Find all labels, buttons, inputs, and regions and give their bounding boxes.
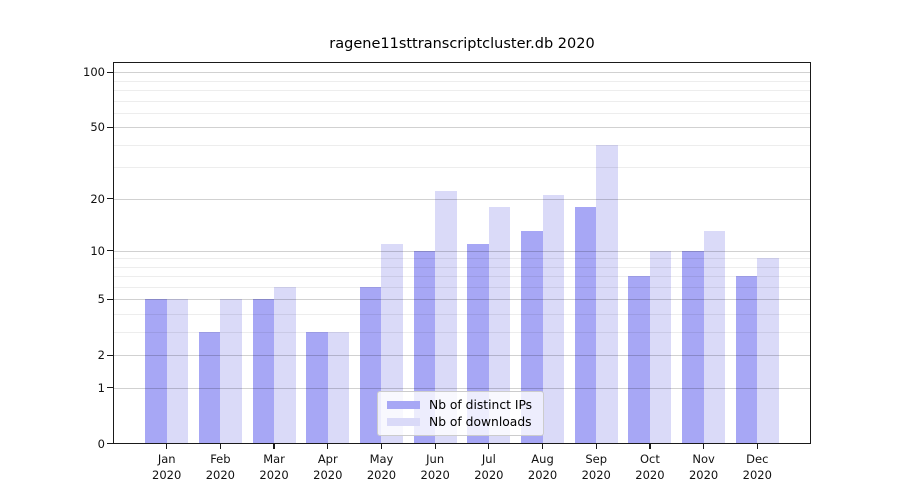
- y-tick-mark-20: [106, 198, 113, 200]
- x-tick-label-oct: Oct 2020: [635, 451, 665, 483]
- gridline-40: [114, 144, 810, 146]
- x-tick-mark-jan: [166, 443, 168, 449]
- legend-item-distinct-ips: Nb of distinct IPs: [387, 397, 534, 413]
- y-tick-label-2: 2: [97, 348, 105, 363]
- bar-distinct-ips-mar: [252, 299, 275, 444]
- gridline-6: [114, 286, 810, 288]
- bar-downloads-jun: [435, 191, 457, 444]
- x-tick-label-feb: Feb 2020: [205, 451, 236, 483]
- gridline-2: [114, 355, 810, 357]
- legend-label-downloads: Nb of downloads: [429, 415, 532, 429]
- bar-downloads-jul: [488, 206, 511, 444]
- x-tick-label-jun: Jun 2020: [420, 451, 450, 483]
- bar-downloads-feb: [220, 299, 242, 444]
- legend-label-distinct-ips: Nb of distinct IPs: [429, 398, 533, 412]
- gridline-90: [114, 80, 810, 82]
- legend-item-downloads: Nb of downloads: [387, 414, 534, 430]
- gridline-9: [114, 258, 810, 260]
- legend: Nb of distinct IPs Nb of downloads: [377, 391, 544, 436]
- legend-swatch-distinct-ips: [387, 401, 420, 409]
- y-tick-label-20: 20: [90, 191, 105, 206]
- y-tick-mark-100: [106, 71, 113, 73]
- x-tick-mark-feb: [219, 443, 221, 449]
- gridline-7: [114, 276, 810, 278]
- gridline-20: [114, 198, 810, 200]
- gridline-1: [114, 387, 810, 389]
- x-tick-mark-aug: [541, 443, 544, 449]
- y-tick-label-5: 5: [97, 292, 105, 307]
- y-tick-mark-2: [106, 354, 113, 356]
- gridline-10: [114, 250, 810, 252]
- x-tick-label-jan: Jan 2020: [152, 451, 182, 483]
- x-tick-mark-dec: [756, 443, 758, 449]
- gridline-50: [114, 127, 810, 129]
- bar-distinct-ips-feb: [198, 331, 221, 444]
- gridline-4: [114, 314, 810, 316]
- gridline-5: [114, 299, 810, 301]
- x-tick-label-nov: Nov 2020: [688, 451, 719, 483]
- bar-distinct-ips-aug: [521, 231, 543, 444]
- x-tick-label-apr: Apr 2020: [313, 451, 343, 483]
- x-tick-label-jul: Jul 2020: [474, 451, 504, 483]
- x-tick-label-may: May 2020: [366, 451, 397, 483]
- chart-title: ragene11sttranscriptcluster.db 2020: [329, 36, 595, 52]
- y-tick-mark-1: [106, 387, 113, 389]
- bar-downloads-dec: [757, 258, 779, 444]
- y-tick-label-10: 10: [90, 243, 105, 258]
- x-tick-mark-may: [380, 443, 383, 449]
- gridline-80: [114, 90, 810, 92]
- bar-downloads-apr: [327, 331, 350, 444]
- bar-distinct-ips-apr: [306, 331, 328, 444]
- bar-distinct-ips-nov: [682, 250, 704, 444]
- gridline-30: [114, 167, 810, 169]
- gridline-8: [114, 266, 810, 268]
- x-tick-mark-sep: [595, 443, 597, 449]
- x-tick-label-mar: Mar 2020: [259, 451, 289, 483]
- gridline-60: [114, 112, 810, 114]
- x-tick-mark-oct: [649, 443, 651, 449]
- y-tick-label-100: 100: [83, 65, 105, 80]
- x-tick-mark-jun: [434, 443, 436, 449]
- y-tick-mark-0: [106, 443, 113, 445]
- bar-distinct-ips-sep: [574, 206, 597, 444]
- bar-distinct-ips-dec: [735, 276, 758, 444]
- x-tick-mark-nov: [703, 443, 705, 449]
- x-tick-mark-apr: [327, 443, 329, 449]
- y-tick-label-0: 0: [97, 436, 105, 451]
- bar-distinct-ips-jan: [145, 299, 167, 444]
- bar-downloads-oct: [649, 250, 672, 444]
- y-tick-mark-5: [106, 298, 113, 301]
- legend-swatch-downloads: [387, 418, 420, 426]
- y-tick-label-50: 50: [90, 120, 105, 135]
- bar-downloads-jan: [166, 299, 189, 444]
- bar-distinct-ips-oct: [628, 276, 650, 444]
- bar-downloads-nov: [703, 231, 726, 444]
- y-tick-mark-10: [106, 250, 113, 252]
- bar-downloads-mar: [274, 286, 296, 444]
- x-tick-label-aug: Aug 2020: [527, 451, 558, 483]
- y-tick-label-1: 1: [97, 380, 105, 395]
- bar-distinct-ips-may: [359, 286, 382, 444]
- bar-downloads-sep: [596, 144, 618, 444]
- x-tick-label-dec: Dec 2020: [742, 451, 772, 483]
- x-tick-mark-mar: [273, 443, 275, 449]
- gridline-3: [114, 331, 810, 333]
- x-tick-mark-jul: [488, 443, 490, 449]
- gridline-70: [114, 100, 810, 102]
- bar-downloads-aug: [542, 194, 565, 444]
- y-tick-mark-50: [106, 126, 113, 128]
- gridline-100: [114, 72, 810, 74]
- x-tick-label-sep: Sep 2020: [581, 451, 611, 483]
